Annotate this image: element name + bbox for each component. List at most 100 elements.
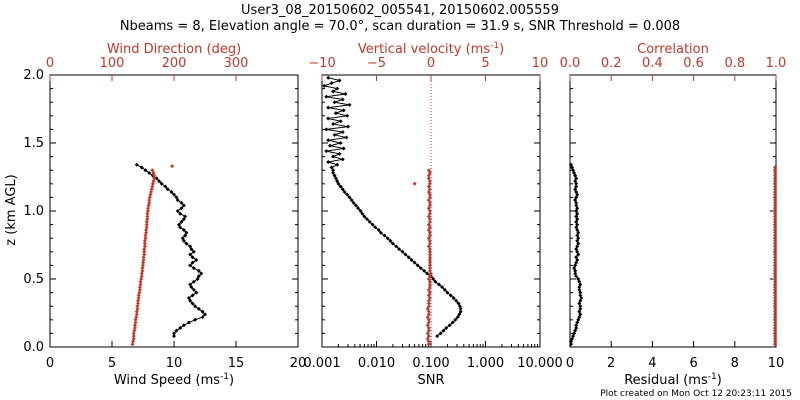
data-point <box>772 200 777 205</box>
x-tick-label: 4 <box>648 356 656 371</box>
x-tick-label: 1.000 <box>467 356 504 371</box>
data-point <box>425 271 430 276</box>
data-point <box>178 325 183 330</box>
data-point <box>576 277 581 281</box>
data-point <box>569 342 574 347</box>
data-point <box>150 181 155 186</box>
data-point <box>333 111 338 116</box>
data-point <box>406 255 411 260</box>
data-point <box>335 162 340 167</box>
data-point <box>145 206 150 211</box>
data-point <box>139 277 144 281</box>
data-point <box>772 290 777 295</box>
data-point <box>433 279 438 284</box>
top-tick-label: 0.0 <box>560 56 581 71</box>
data-point <box>422 268 427 273</box>
data-point <box>772 184 777 189</box>
y-tick-label: 1.5 <box>23 136 44 151</box>
data-point <box>188 252 193 257</box>
data-point <box>394 244 399 249</box>
data-point <box>329 165 334 170</box>
data-point <box>772 325 777 330</box>
data-point <box>427 249 432 254</box>
data-point <box>573 271 578 276</box>
data-point <box>142 252 147 257</box>
data-point <box>179 200 184 205</box>
data-point <box>772 282 777 287</box>
x-tick-label: 15 <box>228 356 245 371</box>
top-tick-label: 0.4 <box>642 56 663 71</box>
series-line <box>136 164 206 337</box>
data-point <box>772 285 777 290</box>
data-point <box>347 195 352 200</box>
data-point <box>772 336 777 341</box>
data-point <box>133 317 138 322</box>
data-point <box>426 176 431 181</box>
data-point <box>190 301 195 306</box>
top-tick-label: 1.0 <box>766 56 787 71</box>
data-point <box>772 320 777 325</box>
x-tick-label: 10 <box>768 356 785 371</box>
data-point <box>447 323 452 328</box>
data-point <box>456 301 461 306</box>
figure-title-line1: User3_08_20150602_005541, 20150602.00555… <box>241 3 559 18</box>
data-point <box>772 244 777 249</box>
data-point <box>772 331 777 336</box>
data-point <box>412 260 417 265</box>
y-tick-label: 1.0 <box>23 204 44 219</box>
data-point <box>772 206 777 211</box>
data-point <box>458 306 463 311</box>
data-point <box>409 257 414 262</box>
data-point <box>331 89 336 94</box>
data-point <box>772 263 777 268</box>
data-point <box>188 282 193 287</box>
data-point <box>358 209 363 213</box>
data-point <box>442 287 447 292</box>
data-point <box>772 173 777 178</box>
data-point <box>145 217 150 222</box>
data-point <box>194 257 199 262</box>
data-point <box>427 255 432 260</box>
data-point <box>427 195 432 200</box>
top-tick-label: 5 <box>481 56 489 71</box>
data-point <box>191 249 196 254</box>
data-point <box>139 271 144 276</box>
panel-wind-frame <box>49 74 299 348</box>
data-point <box>186 320 191 325</box>
data-point <box>436 282 441 287</box>
data-point <box>181 228 186 233</box>
data-point <box>172 334 176 339</box>
panel-residual-frame <box>569 74 777 348</box>
data-point <box>440 285 445 290</box>
data-point <box>132 328 137 333</box>
wind-series-0 <box>134 162 207 339</box>
data-point <box>427 211 432 216</box>
data-point <box>133 320 138 325</box>
data-point <box>349 198 354 203</box>
x-tick-label: 5 <box>108 356 116 371</box>
data-point <box>578 306 583 311</box>
data-point <box>142 244 147 249</box>
data-point <box>149 187 154 192</box>
data-point <box>183 214 188 219</box>
data-point <box>772 309 777 314</box>
residual-top-axis-label: Correlation <box>637 42 709 57</box>
data-point <box>441 328 446 333</box>
data-point <box>453 317 458 322</box>
data-point <box>772 228 777 233</box>
data-point <box>130 342 135 347</box>
data-point <box>144 222 149 227</box>
data-point <box>772 339 777 344</box>
data-point <box>326 160 331 165</box>
data-point <box>144 225 149 230</box>
data-point <box>134 315 139 320</box>
data-point <box>142 247 147 252</box>
data-point <box>326 116 331 121</box>
data-point <box>186 296 191 301</box>
data-point <box>341 146 346 151</box>
data-point <box>327 143 332 148</box>
data-point <box>326 105 331 110</box>
data-point <box>196 274 201 279</box>
data-point <box>345 113 350 118</box>
